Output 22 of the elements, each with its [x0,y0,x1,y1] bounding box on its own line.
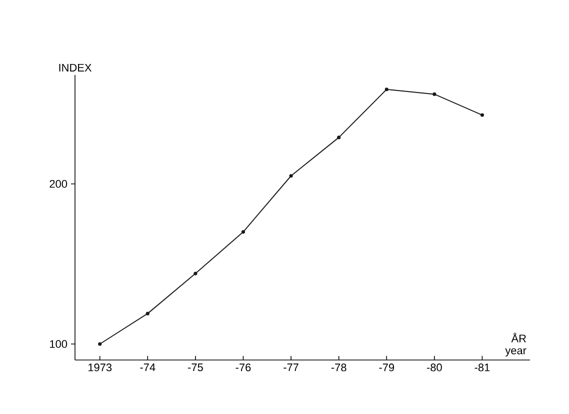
x-tick-label: -74 [140,364,156,372]
y-axis-title: INDEX [59,64,92,72]
x-axis-title: ÅR year [505,332,526,356]
point [194,272,198,276]
point [384,88,388,92]
x-tick-label: -77 [284,364,298,372]
point [337,136,341,140]
point [480,113,484,117]
x-tick-label: -78 [331,364,346,372]
point [289,174,293,178]
point [241,230,246,234]
x-tick-label: 1973 [88,364,112,372]
y-tick-label: 100 [50,340,68,348]
point [146,312,150,316]
point [98,342,102,346]
x-tick-label: -76 [236,364,251,372]
x-tick-label: -81 [474,364,490,372]
point [432,92,436,96]
x-tick-label: -79 [379,364,394,372]
y-tick-label: 200 [50,180,68,188]
x-tick-label: -75 [188,364,203,372]
x-tick-label: -80 [426,364,442,372]
